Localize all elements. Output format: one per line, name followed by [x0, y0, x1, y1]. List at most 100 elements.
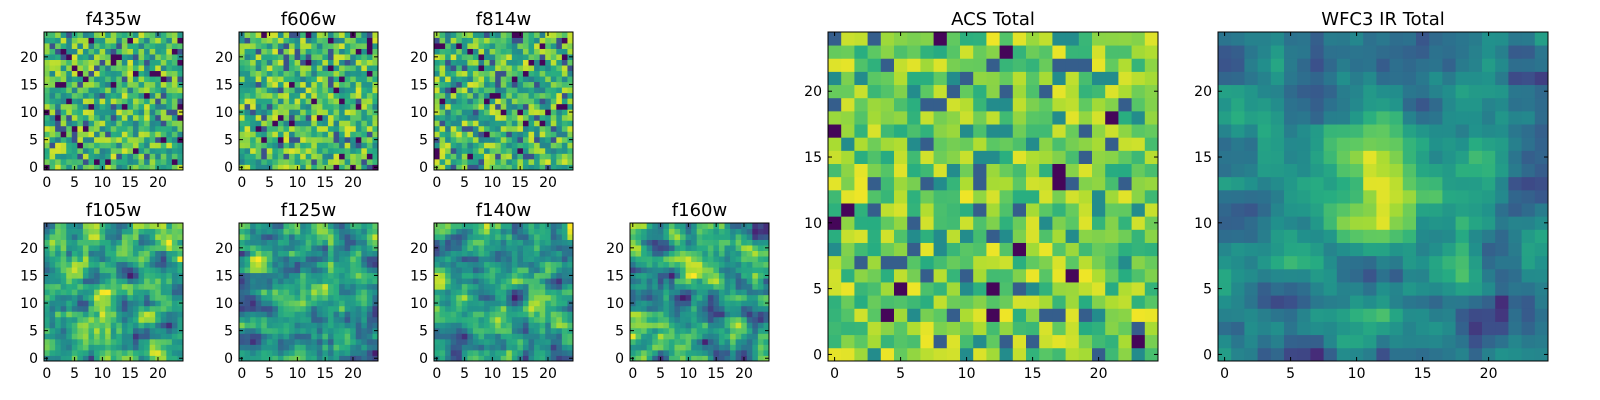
heatmap-cell [467, 43, 474, 49]
heatmap-cell [121, 333, 128, 340]
heatmap-cell [707, 267, 714, 274]
heatmap-cell [1012, 163, 1027, 178]
heatmap-cell [127, 333, 134, 340]
heatmap-cell [311, 59, 318, 66]
heatmap-cell [372, 311, 379, 318]
heatmap-cell [94, 120, 100, 127]
heatmap-cell [439, 349, 446, 356]
heatmap-cell [244, 289, 251, 296]
heatmap-cell [472, 338, 479, 345]
heatmap-cell [300, 311, 307, 318]
heatmap-cell [973, 216, 987, 230]
heatmap-cell [333, 305, 340, 312]
heatmap-cell [99, 65, 106, 72]
heatmap-cell [94, 245, 100, 251]
heatmap-cell [355, 223, 362, 229]
heatmap-cell [255, 164, 262, 171]
heatmap-cell [166, 103, 173, 110]
heatmap-cell [339, 283, 346, 290]
heatmap-cell [567, 147, 574, 154]
heatmap-cell [144, 245, 151, 251]
heatmap-cell [946, 163, 961, 178]
heatmap-cell [511, 120, 518, 127]
heatmap-cell [668, 272, 675, 279]
heatmap-cell [506, 228, 513, 235]
heatmap-cell [741, 267, 748, 274]
heatmap-cell [361, 114, 368, 121]
heatmap-cell [272, 338, 279, 345]
heatmap-cell [472, 344, 479, 351]
heatmap-cell [467, 223, 474, 229]
heatmap-cell [461, 272, 468, 279]
heatmap-cell [746, 228, 753, 235]
x-tick-label: 10 [288, 175, 306, 191]
heatmap-cell [652, 261, 659, 268]
heatmap-cell [517, 278, 524, 285]
heatmap-cell [55, 114, 62, 121]
heatmap-cell [88, 267, 95, 274]
heatmap-cell [484, 355, 490, 362]
heatmap-cell [166, 272, 173, 279]
heatmap-cell [66, 54, 73, 60]
heatmap-cell [467, 120, 474, 127]
heatmap-cell [567, 92, 574, 99]
heatmap-cell [550, 120, 557, 127]
heatmap-cell [155, 92, 162, 99]
heatmap-cell [305, 349, 312, 356]
heatmap-cell [116, 114, 123, 121]
heatmap-cell [472, 87, 479, 94]
heatmap-cell [646, 349, 653, 356]
heatmap-cell [283, 228, 290, 235]
heatmap-cell [757, 245, 764, 251]
heatmap-cell [691, 245, 698, 251]
heatmap-cell [550, 76, 557, 83]
heatmap-cell [244, 114, 251, 121]
heatmap-cell [478, 278, 485, 285]
heatmap-cell [539, 153, 546, 160]
heatmap-cell [663, 300, 670, 307]
heatmap-cell [489, 267, 496, 274]
heatmap-cell [88, 59, 95, 66]
heatmap-cell [550, 32, 557, 38]
heatmap-cell [556, 267, 563, 274]
heatmap-cell [71, 289, 78, 296]
heatmap-cell [445, 109, 452, 116]
heatmap-cell [339, 333, 346, 340]
heatmap-cell [691, 344, 698, 351]
heatmap-cell [506, 272, 513, 279]
heatmap-cell [517, 327, 524, 334]
heatmap-cell [467, 305, 474, 312]
heatmap-cell [311, 228, 318, 235]
heatmap-cell [239, 338, 245, 345]
heatmap-cell [467, 87, 474, 94]
heatmap-cell [250, 43, 257, 49]
heatmap-cell [272, 322, 279, 329]
heatmap-cell [489, 344, 496, 351]
heatmap-cell [445, 153, 452, 160]
heatmap-cell [495, 125, 502, 132]
heatmap-cell [456, 327, 463, 334]
heatmap-cell [155, 153, 162, 160]
heatmap-cell [999, 308, 1014, 322]
heatmap-cell [283, 245, 290, 251]
heatmap-cell [506, 87, 513, 94]
heatmap-cell [746, 349, 753, 356]
heatmap-cell [155, 54, 162, 60]
heatmap-cell [561, 147, 568, 154]
heatmap-cell [539, 355, 546, 362]
heatmap-cell [116, 223, 123, 229]
heatmap-cell [484, 131, 490, 138]
heatmap-cell [289, 300, 295, 307]
heatmap-cell [166, 76, 173, 83]
heatmap-cell [333, 316, 340, 323]
heatmap-cell [561, 311, 568, 318]
heatmap-cell [511, 125, 518, 132]
heatmap-cell [316, 305, 323, 312]
heatmap-cell [255, 256, 262, 263]
heatmap-cell [461, 300, 468, 307]
heatmap-cell [350, 158, 357, 165]
heatmap-cell [149, 76, 156, 83]
heatmap-cell [60, 70, 67, 77]
heatmap-cell [239, 305, 245, 312]
heatmap-cell [327, 316, 334, 323]
